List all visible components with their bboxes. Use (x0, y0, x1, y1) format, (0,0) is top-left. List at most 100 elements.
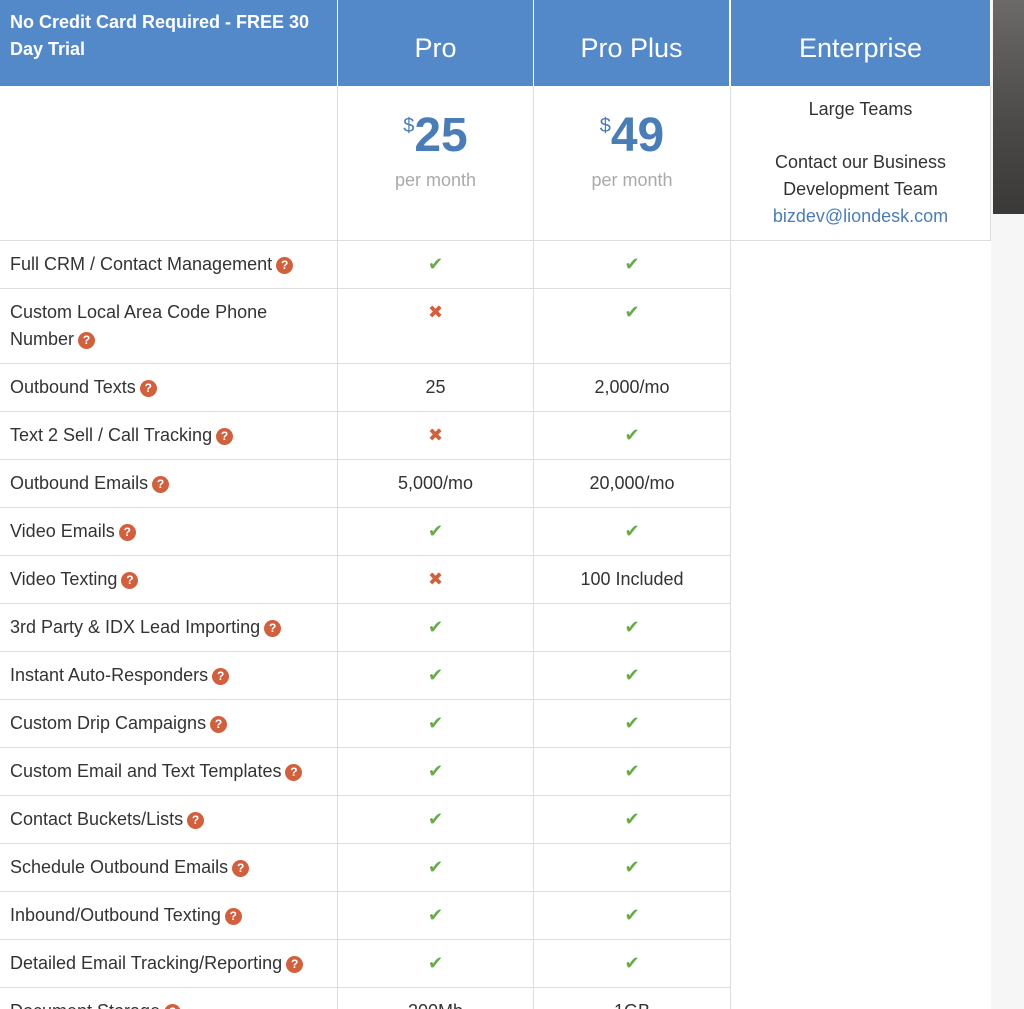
feature-name: Document Storage (10, 1001, 160, 1009)
price-cell-enterprise: Large Teams Contact our Business Develop… (731, 86, 991, 241)
question-circle-icon[interactable]: ? (78, 332, 96, 349)
feature-value-pro-plus: ✔ (534, 241, 731, 288)
feature-value-pro: ✔ (338, 508, 534, 555)
question-circle-icon[interactable]: ? (139, 380, 157, 397)
feature-name: Inbound/Outbound Texting (10, 905, 221, 925)
feature-name-cell: Custom Email and Text Templates? (0, 748, 338, 795)
feature-name: Custom Drip Campaigns (10, 713, 207, 733)
feature-row: Outbound Texts? 25 2,000/mo (0, 364, 731, 412)
feature-name: Instant Auto-Responders (10, 665, 209, 685)
check-icon: ✔ (624, 809, 640, 829)
feature-value-pro: 25 (338, 364, 534, 411)
check-icon: ✔ (624, 713, 640, 733)
question-circle-icon[interactable]: ? (232, 860, 250, 877)
feature-value-pro-plus: 100 Included (534, 556, 731, 603)
feature-name: 3rd Party & IDX Lead Importing (10, 617, 261, 637)
pricing-header-row: No Credit Card Required - FREE 30 Day Tr… (0, 0, 991, 86)
check-icon: ✔ (624, 425, 640, 445)
question-circle-icon[interactable]: ? (152, 476, 170, 493)
price-amount: 49 (610, 109, 665, 162)
cross-icon: ✖ (427, 569, 444, 589)
question-circle-icon[interactable]: ? (276, 257, 294, 274)
feature-name-cell: Detailed Email Tracking/Reporting? (0, 940, 338, 987)
feature-name: Outbound Texts (10, 377, 136, 397)
feature-name: Detailed Email Tracking/Reporting (10, 953, 283, 973)
enterprise-contact-text: Contact our Business Development Team (774, 152, 947, 199)
feature-name-cell: Document Storage? (0, 988, 338, 1009)
question-circle-icon[interactable]: ? (286, 956, 304, 973)
question-circle-icon[interactable]: ? (264, 620, 282, 637)
feature-row: 3rd Party & IDX Lead Importing? ✔ ✔ (0, 604, 731, 652)
price-cell-pro-plus: $49 per month (534, 86, 731, 241)
feature-row: Instant Auto-Responders? ✔ ✔ (0, 652, 731, 700)
feature-value-pro-plus: ✔ (534, 508, 731, 555)
feature-row: Inbound/Outbound Texting? ✔ ✔ (0, 892, 731, 940)
price-pro-plus: $49 (534, 106, 730, 166)
feature-value-pro: ✔ (338, 844, 534, 891)
feature-value-pro-plus: ✔ (534, 289, 731, 363)
feature-value-text: 200Mb (408, 1001, 463, 1009)
check-icon: ✔ (624, 761, 640, 781)
feature-row: Video Texting? ✖ 100 Included (0, 556, 731, 604)
feature-value-pro: ✔ (338, 940, 534, 987)
question-circle-icon[interactable]: ? (121, 572, 139, 589)
pricing-price-row: $25 per month $49 per month Large Teams … (0, 86, 991, 241)
feature-value-text: 2,000/mo (594, 377, 670, 397)
feature-value-pro-plus: ✔ (534, 892, 731, 939)
side-photo (993, 0, 1024, 214)
feature-value-pro-plus: 1GB (534, 988, 731, 1009)
feature-value-pro: ✔ (338, 796, 534, 843)
check-icon: ✔ (427, 713, 444, 733)
feature-value-pro: ✔ (338, 652, 534, 699)
question-circle-icon[interactable]: ? (224, 908, 242, 925)
price-pro: $25 (338, 106, 533, 166)
check-icon: ✔ (427, 254, 444, 274)
feature-value-pro: ✖ (338, 289, 534, 363)
plan-name-pro: Pro (414, 33, 457, 63)
feature-name-cell: Custom Drip Campaigns? (0, 700, 338, 747)
feature-value-pro: ✔ (338, 748, 534, 795)
feature-name: Custom Email and Text Templates (10, 761, 282, 781)
feature-name-cell: Full CRM / Contact Management? (0, 241, 338, 288)
check-icon: ✔ (624, 905, 640, 925)
question-circle-icon[interactable]: ? (210, 716, 228, 733)
enterprise-email-link[interactable]: bizdev@liondesk.com (772, 206, 949, 226)
feature-row: Schedule Outbound Emails? ✔ ✔ (0, 844, 731, 892)
check-icon: ✔ (427, 617, 444, 637)
check-icon: ✔ (624, 665, 640, 685)
plan-header-enterprise: Enterprise (731, 0, 990, 86)
question-circle-icon[interactable]: ? (118, 524, 136, 541)
price-amount: 25 (414, 109, 468, 162)
feature-name: Video Emails (10, 521, 115, 541)
feature-name-cell: Video Texting? (0, 556, 338, 603)
feature-name-cell: Contact Buckets/Lists? (0, 796, 338, 843)
question-circle-icon[interactable]: ? (212, 668, 230, 685)
check-icon: ✔ (427, 521, 444, 541)
check-icon: ✔ (427, 665, 444, 685)
feature-row: Custom Email and Text Templates? ✔ ✔ (0, 748, 731, 796)
check-icon: ✔ (624, 254, 640, 274)
question-circle-icon[interactable]: ? (285, 764, 303, 781)
feature-name-cell: Inbound/Outbound Texting? (0, 892, 338, 939)
feature-name-cell: Outbound Texts? (0, 364, 338, 411)
feature-value-text: 5,000/mo (397, 473, 474, 493)
feature-name: Video Texting (10, 569, 118, 589)
question-circle-icon[interactable]: ? (164, 1004, 182, 1009)
feature-value-pro-plus: ✔ (534, 796, 731, 843)
feature-value-pro-plus: ✔ (534, 940, 731, 987)
feature-value-pro: ✖ (338, 412, 534, 459)
feature-value-pro: 5,000/mo (338, 460, 534, 507)
feature-row: Contact Buckets/Lists? ✔ ✔ (0, 796, 731, 844)
cross-icon: ✖ (427, 302, 444, 322)
feature-row: Detailed Email Tracking/Reporting? ✔ ✔ (0, 940, 731, 988)
currency-symbol: $ (599, 115, 611, 137)
question-circle-icon[interactable]: ? (216, 428, 234, 445)
question-circle-icon[interactable]: ? (187, 812, 205, 829)
feature-value-pro-plus: ✔ (534, 700, 731, 747)
feature-value-pro-plus: ✔ (534, 844, 731, 891)
promo-header: No Credit Card Required - FREE 30 Day Tr… (0, 0, 337, 86)
feature-value-pro-plus: ✔ (534, 652, 731, 699)
feature-name: Outbound Emails (10, 473, 149, 493)
feature-value-pro: ✔ (338, 892, 534, 939)
feature-value-text: 20,000/mo (589, 473, 675, 493)
